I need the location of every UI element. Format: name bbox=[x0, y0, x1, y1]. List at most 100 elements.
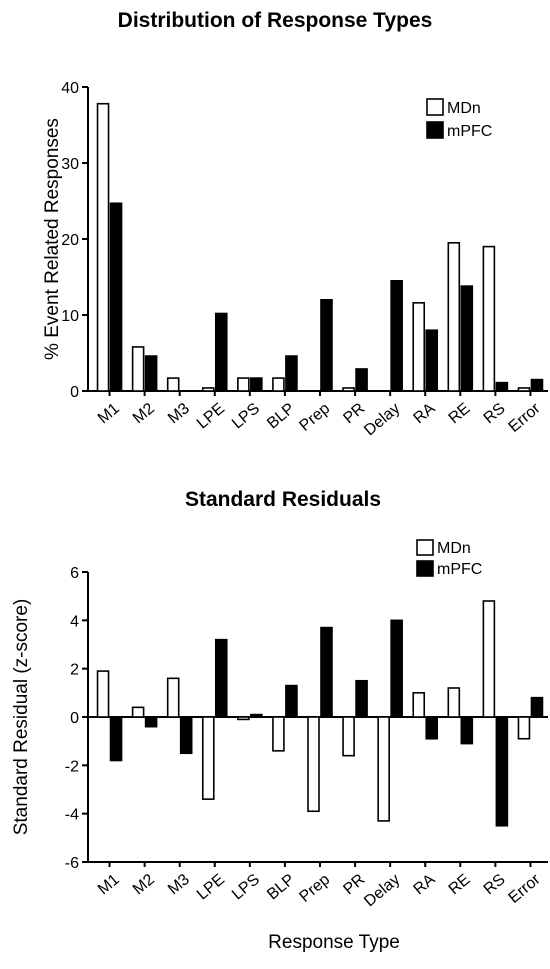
bar-mdn-lps bbox=[237, 716, 250, 721]
bar-mdn-re bbox=[447, 242, 461, 392]
x-tick-label: RA bbox=[411, 871, 439, 899]
x-tick-label: M3 bbox=[165, 871, 193, 898]
chart-title: Standard Residuals bbox=[185, 488, 381, 511]
bar-mdn-error bbox=[517, 387, 531, 392]
y-axis-label: Standard Residual (z-score) bbox=[11, 599, 32, 836]
x-tick-label: Delay bbox=[361, 871, 403, 910]
x-tick-label: M2 bbox=[130, 871, 158, 898]
chart-standard-residuals: Standard Residuals -6 -4 -2 0 2 4 6 Standard Res… bbox=[11, 488, 548, 953]
bar-mdn-ra bbox=[412, 302, 426, 392]
bar-mdn-m2 bbox=[131, 346, 145, 392]
x-tick-label: Delay bbox=[361, 400, 403, 439]
y-tick-label: 30 bbox=[61, 156, 79, 173]
x-tick-label: Prep bbox=[296, 871, 333, 906]
bar-mpfc-pr bbox=[355, 679, 368, 718]
legend-swatch-mpfc bbox=[416, 560, 434, 577]
bar-mdn-rs bbox=[482, 245, 496, 392]
bar-mdn-m3 bbox=[166, 377, 180, 392]
bar-mpfc-lpe bbox=[214, 638, 228, 718]
legend-swatch-mdn bbox=[416, 539, 434, 556]
bar-mdn-lpe bbox=[201, 716, 215, 800]
chart-response-distribution: Distribution of Response Types 0 10 20 30 40%… bbox=[42, 9, 548, 439]
x-tick-label: M2 bbox=[130, 400, 158, 427]
x-tick-label: LPE bbox=[194, 400, 228, 432]
bar-mpfc-pr bbox=[355, 368, 368, 392]
bar-mpfc-lps bbox=[250, 713, 263, 718]
bar-mpfc-prep bbox=[320, 626, 333, 718]
legend-label-mdn: MDn bbox=[437, 540, 471, 557]
bar-mdn-ra bbox=[412, 692, 426, 718]
y-tick-label: 0 bbox=[70, 710, 79, 727]
bar-mdn-m1 bbox=[96, 670, 110, 718]
y-tick-label: -2 bbox=[65, 758, 79, 775]
x-tick-label: BLP bbox=[264, 871, 298, 903]
x-tick-label: RS bbox=[481, 400, 509, 427]
x-tick-label: Prep bbox=[296, 400, 333, 435]
bar-mdn-lpe bbox=[201, 387, 215, 392]
x-tick-label: RE bbox=[446, 871, 474, 898]
x-tick-label: M3 bbox=[165, 400, 193, 427]
legend-label-mpfc: mPFC bbox=[437, 561, 482, 578]
y-tick-label: 0 bbox=[70, 384, 79, 401]
bar-mpfc-rs bbox=[495, 381, 509, 392]
bar-mdn-pr bbox=[342, 387, 355, 392]
y-axis-label: % Event Related Responses bbox=[42, 118, 63, 360]
bar-mpfc-blp bbox=[285, 684, 298, 718]
x-tick-label: LPE bbox=[194, 871, 228, 903]
bar-mpfc-re bbox=[460, 716, 474, 745]
bar-mdn-re bbox=[447, 687, 461, 718]
bar-mpfc-delay bbox=[390, 619, 403, 718]
bar-mpfc-rs bbox=[495, 716, 509, 827]
legend-swatch-mdn bbox=[426, 98, 444, 116]
legend-label-mpfc: mPFC bbox=[447, 123, 492, 140]
bar-mpfc-m3 bbox=[179, 716, 193, 755]
bar-mpfc-ra bbox=[425, 716, 439, 740]
bar-mdn-rs bbox=[482, 600, 496, 718]
bar-mdn-lps bbox=[237, 377, 250, 392]
x-axis-label: Response Type bbox=[268, 932, 400, 953]
bar-mdn-m1 bbox=[96, 102, 110, 392]
bar-mpfc-m1 bbox=[109, 202, 123, 392]
y-tick-label: 4 bbox=[70, 613, 79, 630]
bar-mdn-m2 bbox=[131, 706, 145, 718]
bar-mdn-pr bbox=[342, 716, 355, 757]
bar-mpfc-prep bbox=[320, 298, 333, 392]
y-tick-label: 6 bbox=[70, 565, 79, 582]
y-tick-label: -6 bbox=[65, 855, 79, 872]
bar-mdn-prep bbox=[307, 716, 320, 813]
x-tick-label: M1 bbox=[95, 871, 123, 898]
y-tick-label: 10 bbox=[61, 308, 79, 325]
bar-mpfc-m2 bbox=[144, 716, 158, 728]
bar-mpfc-error bbox=[530, 696, 544, 718]
legend-swatch-mpfc bbox=[426, 121, 444, 139]
x-tick-label: Error bbox=[506, 871, 545, 907]
bar-mpfc-ra bbox=[425, 329, 439, 392]
x-tick-label: LPS bbox=[229, 871, 263, 903]
y-tick-label: -4 bbox=[65, 807, 79, 824]
x-tick-label: RA bbox=[411, 400, 439, 428]
bar-mdn-blp bbox=[272, 716, 285, 752]
bar-mpfc-m1 bbox=[109, 716, 123, 762]
bar-mdn-m3 bbox=[166, 677, 180, 718]
bar-mpfc-lps bbox=[250, 377, 263, 392]
x-tick-label: RE bbox=[446, 400, 474, 427]
bar-mpfc-error bbox=[530, 378, 544, 392]
x-tick-label: Error bbox=[506, 400, 545, 436]
bar-mpfc-m2 bbox=[144, 355, 158, 392]
bar-mdn-blp bbox=[272, 377, 285, 392]
bar-mdn-delay bbox=[377, 716, 390, 822]
bar-mdn-error bbox=[517, 716, 531, 740]
bar-mpfc-re bbox=[460, 285, 474, 392]
x-tick-label: M1 bbox=[95, 400, 123, 427]
y-tick-label: 2 bbox=[70, 662, 79, 679]
y-tick-label: 20 bbox=[61, 232, 79, 249]
x-tick-label: RS bbox=[481, 871, 509, 898]
bar-mpfc-lpe bbox=[214, 312, 228, 392]
bar-mpfc-delay bbox=[390, 279, 403, 392]
x-tick-label: LPS bbox=[229, 400, 263, 432]
x-tick-label: BLP bbox=[264, 400, 298, 432]
bar-mpfc-blp bbox=[285, 355, 298, 392]
y-tick-label: 40 bbox=[61, 80, 79, 97]
chart-title: Distribution of Response Types bbox=[118, 9, 433, 32]
